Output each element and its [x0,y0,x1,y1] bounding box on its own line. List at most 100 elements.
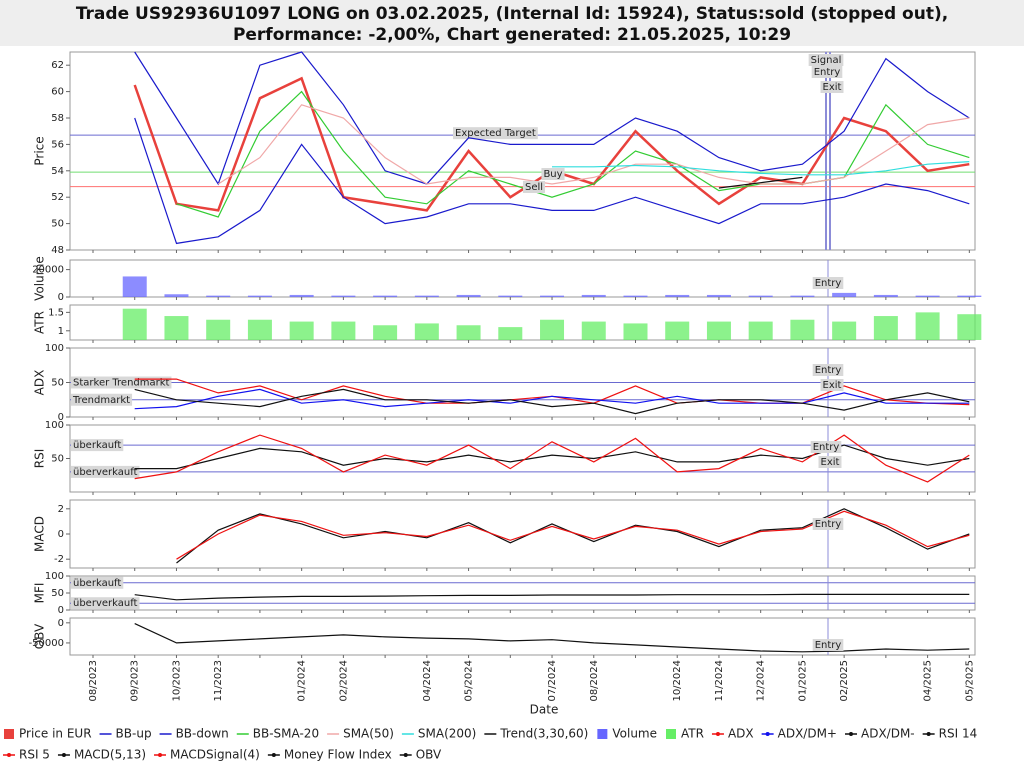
bar [122,308,147,340]
legend-label: OBV [416,748,442,762]
legend-entry: RSI 5 [3,748,50,762]
y-tick-label: 2 [58,504,64,515]
series-line [134,388,970,415]
y-tick-label: 0 [58,618,64,629]
legend-entry: Trend(3,30,60) [484,727,588,741]
x-tick-label: 05/2025 [964,660,975,702]
x-tick-label: 08/2023 [88,660,99,702]
label-background [522,181,546,193]
legend-dot [158,753,163,757]
legend-label: BB-SMA-20 [253,727,319,741]
legend-label: ADX/DM- [861,727,915,741]
x-tick-label: 04/2025 [923,660,934,702]
legend-label: MACDSignal(4) [170,748,260,762]
legend-entry: Price in EUR [4,727,92,741]
bar [373,295,398,297]
bar [414,323,439,340]
bar [456,325,481,340]
y-tick-label: 54 [51,166,64,177]
reference-label: überverkauft [73,467,138,478]
legend-entry: SMA(50) [327,727,394,741]
y-tick-label: 20000 [32,265,64,276]
annotation: Entry [815,365,842,376]
bar [289,321,314,340]
bar [790,295,815,297]
legend-swatch [597,729,608,739]
bar [498,295,523,297]
bar [915,312,940,340]
y-tick-label: 0 [58,292,64,303]
annotation: Exit [821,457,840,468]
reference-label: überverkauft [73,598,138,609]
bar [957,295,982,297]
label-background [541,168,565,180]
annotation: Exit [823,380,842,391]
label-background [811,66,843,78]
annotation: Entry [814,67,841,78]
x-tick-label: 11/2024 [714,660,725,702]
label-background [812,639,844,651]
legend-label: SMA(50) [343,727,394,741]
reference-label: Starker Trendmarkt [73,378,170,389]
series-line [176,510,970,560]
annotation: Entry [813,442,840,453]
label-background [71,439,124,452]
legend-dot [403,753,408,757]
bar [706,321,731,340]
bar [373,325,398,340]
annotation: Entry [815,278,842,289]
bar [873,316,898,340]
series-line [134,388,970,410]
y-axis-label: RSI [33,449,47,469]
reference-label: überkauft [73,578,121,589]
annotation: Exit [823,82,842,93]
legend-label: BB-up [116,727,152,741]
series-line [134,623,970,653]
bar [915,295,940,297]
bar [289,294,314,297]
y-tick-label: 58 [51,113,64,124]
y-axis-label: ADX [33,370,47,396]
y-tick-label: 0 [58,529,64,540]
legend-entry: RSI 14 [922,727,977,741]
panel-frame [69,575,976,611]
y-tick-label: 100 [45,343,64,354]
legend-entry: BB-SMA-20 [236,727,319,741]
bar [665,294,690,297]
y-axis-label: MFI [33,583,47,604]
label-background [71,393,133,406]
label-background [453,127,538,140]
panel-frame [69,499,976,569]
y-tick-label: 0 [58,412,64,423]
y-tick-label: 0 [58,605,64,616]
legend-dot [849,732,853,736]
annotation: Entry [815,519,842,530]
legend-entry: OBV [399,748,442,762]
legend-entry: BB-down [159,727,229,741]
legend-label: Price in EUR [19,727,92,741]
y-axis-label: Volume [33,256,47,301]
reference-label: überkauft [73,440,121,451]
legend-dot [926,732,931,736]
x-tick-label: 08/2024 [589,660,600,702]
bar [748,321,773,340]
y-tick-label: 52 [51,192,64,203]
legend-entry: MACDSignal(4) [154,748,260,762]
label-background [812,364,844,376]
series-line [134,593,970,601]
bar [414,295,439,297]
bar [456,294,481,297]
x-tick-label: 02/2025 [839,660,850,702]
legend-dot [61,753,66,757]
bar [498,327,523,340]
label-background [808,54,844,66]
label-background [810,441,842,453]
title-band [0,0,1024,46]
y-tick-label: 62 [51,60,64,71]
legend-entry: MACD(5,13) [57,748,146,762]
x-tick-label: 10/2023 [171,660,182,702]
y-tick-label: 1 [58,326,64,337]
x-tick-label: 10/2024 [672,660,683,702]
annotation: Entry [815,640,842,651]
